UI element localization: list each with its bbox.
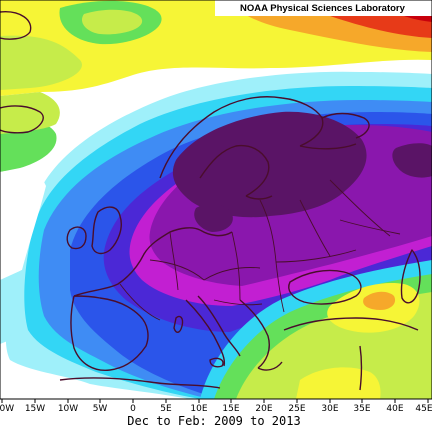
x-tick-marks [1,399,429,403]
x-tick-label: 15W [25,404,45,414]
plot-area: NOAA Physical Sciences Laboratory [0,0,432,399]
caption: Dec to Feb: 2009 to 2013 [127,414,300,428]
x-tick-label: 30E [321,404,338,414]
x-tick-label: 15E [222,404,239,414]
field-sw-cyan [0,270,22,344]
field-atlantic-white [0,170,46,280]
plot-frame [0,0,432,400]
field-north-green-left [0,35,82,90]
field-se-orange [363,291,396,310]
field-west-yellowgreen [0,92,60,134]
x-tick-label: 35E [353,404,370,414]
field-se-yellow-south [296,367,381,399]
x-tick-label: 0 [130,404,136,414]
x-tick-labels: 20W 15W 10W 5W 0 5E 10E 15E 20E 25E 30E … [0,404,432,414]
credit-box [215,0,432,16]
x-tick-label: 20E [255,404,272,414]
x-tick-label: 10W [58,404,78,414]
x-tick-label: 5E [160,404,172,414]
x-tick-label: 45E [415,404,432,414]
field-north-green-inner [81,9,143,35]
x-tick-label: 10E [190,404,207,414]
x-tick-label: 40E [386,404,403,414]
credit-text: NOAA Physical Sciences Laboratory [240,3,406,14]
x-tick-label: 20W [0,404,14,414]
field-dark-purple-east [392,143,432,178]
field-dark-purple [172,111,367,218]
x-tick-label: 5W [93,404,108,414]
field-dark-purple-south [194,203,233,232]
x-tick-label: 25E [288,404,305,414]
